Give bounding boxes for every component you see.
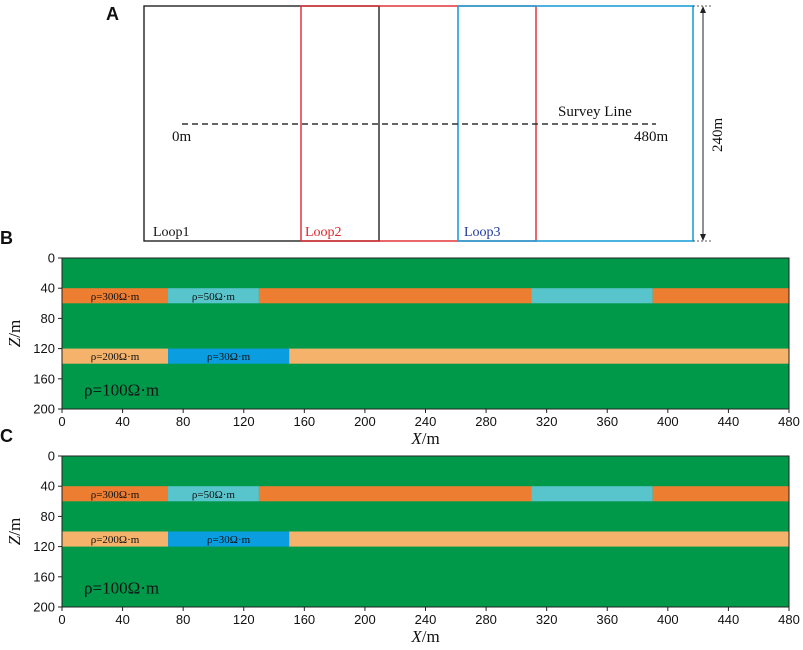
panel-c-x-tick-label: 40 (115, 612, 129, 627)
panel-b-x-tick-label: 400 (657, 414, 679, 429)
panel-c-layer1-segment3 (258, 486, 532, 502)
panel-c-layer2-segment2 (168, 531, 290, 547)
panel-b-x-tick-label: 0 (58, 414, 65, 429)
loop3-label: Loop3 (464, 225, 501, 240)
panel-b-x-tick-label: 160 (293, 414, 315, 429)
panel-c-y-tick-label: 200 (33, 600, 55, 615)
panel-c-layer1-label2: ρ=50Ω·m (192, 489, 236, 501)
panel-c-layer2-label1: ρ=200Ω·m (91, 534, 140, 546)
panel-c-x-tick-label: 120 (233, 612, 255, 627)
panel-b-x-tick-label: 440 (718, 414, 740, 429)
panel-c-letter: C (0, 426, 13, 446)
panel-b-layer2-label1: ρ=200Ω·m (91, 351, 140, 363)
loop3-rect (457, 5, 694, 242)
loop1-label: Loop1 (153, 225, 190, 240)
panel-b-x-axis-var: X (410, 429, 422, 448)
survey-line-label: Survey Line (558, 104, 632, 120)
model-panels: Bρ=300Ω·m ρ=50Ω·m ρ=200Ω·m ρ=30Ω·m ρ=100Ω·m 0… (0, 228, 800, 646)
panel-c-x-axis-title: X/m (410, 627, 439, 646)
panel-b-background (62, 258, 789, 409)
panel-c-x-tick-label: 400 (657, 612, 679, 627)
panel-c-y-tick-label: 160 (33, 569, 55, 584)
panel-b-y-tick-label: 40 (41, 281, 55, 296)
panel-b-x-tick-label: 480 (778, 414, 800, 429)
panel-c-layer1-label1: ρ=300Ω·m (91, 489, 140, 501)
panel-b-letter: B (0, 228, 13, 248)
panel-c-x-axis-var: X (410, 627, 422, 646)
panel-b-layer1-segment5 (652, 288, 789, 304)
panel-b-y-tick-label: 120 (33, 341, 55, 356)
panel-b-x-tick-label: 280 (475, 414, 497, 429)
panel-c: Cρ=300Ω·m ρ=50Ω·m ρ=200Ω·m ρ=30Ω·m ρ=100Ω·m 0… (0, 426, 800, 646)
panel-b-layer1-label1: ρ=300Ω·m (91, 291, 140, 303)
panel-b-x-tick-label: 40 (115, 414, 129, 429)
panel-c-y-axis-var: Z (5, 535, 24, 545)
panel-c-x-tick-label: 200 (354, 612, 376, 627)
panel-c-x-tick-label: 0 (58, 612, 65, 627)
panel-c-y-tick-label: 120 (33, 539, 55, 554)
panel-c-x-tick-label: 480 (778, 612, 800, 627)
panel-b: Bρ=300Ω·m ρ=50Ω·m ρ=200Ω·m ρ=30Ω·m ρ=100Ω·m 0… (0, 228, 800, 448)
panel-b-x-tick-label: 200 (354, 414, 376, 429)
panel-b-layer1-segment2 (168, 288, 259, 304)
panel-b-layer2-segment2 (168, 348, 290, 364)
panel-b-layer2-label2: ρ=30Ω·m (207, 351, 251, 363)
panel-b-layer2-segment1 (62, 348, 169, 364)
panel-c-layer1-segment1 (62, 486, 169, 502)
panel-b-x-axis-title: X/m (410, 429, 439, 448)
panel-c-y-tick-label: 0 (48, 449, 55, 464)
panel-b-x-tick-label: 320 (536, 414, 558, 429)
panel-b-layer1-segment1 (62, 288, 169, 304)
survey-end-label: 480m (634, 129, 669, 145)
panel-c-x-tick-label: 80 (176, 612, 190, 627)
panel-c-x-tick-label: 240 (415, 612, 437, 627)
panel-b-x-tick-label: 80 (176, 414, 190, 429)
panel-b-layer1-label2: ρ=50Ω·m (192, 291, 236, 303)
panel-b-background-label: ρ=100Ω·m (84, 380, 159, 399)
panel-b-x-tick-label: 240 (415, 414, 437, 429)
panel-c-background-label: ρ=100Ω·m (84, 578, 159, 597)
panel-b-y-axis-unit: /m (5, 320, 24, 338)
panel-c-y-axis-unit: /m (5, 518, 24, 536)
panel-c-x-tick-label: 280 (475, 612, 497, 627)
panel-c-x-tick-label: 320 (536, 612, 558, 627)
panel-b-layer1-segment4 (531, 288, 653, 304)
panel-c-layer1-segment2 (168, 486, 259, 502)
survey-start-label: 0m (172, 129, 192, 145)
panel-b-y-tick-label: 80 (41, 311, 55, 326)
panel-b-x-tick-label: 120 (233, 414, 255, 429)
panel-c-x-tick-label: 360 (596, 612, 618, 627)
panel-b-layer1-segment3 (258, 288, 532, 304)
panel-c-layer2-segment3 (289, 531, 789, 547)
panel-a-letter: A (106, 4, 119, 24)
panel-c-x-axis-unit: /m (422, 627, 440, 646)
panel-c-layer2-label2: ρ=30Ω·m (207, 534, 251, 546)
panel-b-y-tick-label: 200 (33, 402, 55, 417)
panel-b-y-tick-label: 0 (48, 251, 55, 266)
panel-c-layer2-segment1 (62, 531, 169, 547)
panel-b-x-tick-label: 360 (596, 414, 618, 429)
panel-c-y-tick-label: 80 (41, 509, 55, 524)
panel-c-x-tick-label: 160 (293, 612, 315, 627)
height-arrow-bottom (700, 234, 706, 241)
panel-c-x-tick-label: 440 (718, 612, 740, 627)
panel-b-y-axis-title: Z/m (5, 320, 24, 347)
panel-c-layer1-segment4 (531, 486, 653, 502)
panel-b-x-axis-unit: /m (422, 429, 440, 448)
panel-b-y-tick-label: 160 (33, 371, 55, 386)
panel-c-y-tick-label: 40 (41, 479, 55, 494)
panel-a: A Survey Line 0m 480m Loop1 Loop2 Loop3 … (106, 4, 726, 242)
loop2-label: Loop2 (305, 225, 342, 240)
panel-c-y-axis-title: Z/m (5, 518, 24, 545)
panel-c-layer1-segment5 (652, 486, 789, 502)
height-arrow-top (700, 6, 706, 13)
height-label: 240m (710, 118, 726, 153)
panel-b-layer2-segment3 (289, 348, 789, 364)
loop1-rect (143, 5, 380, 242)
panel-b-y-axis-var: Z (5, 337, 24, 347)
